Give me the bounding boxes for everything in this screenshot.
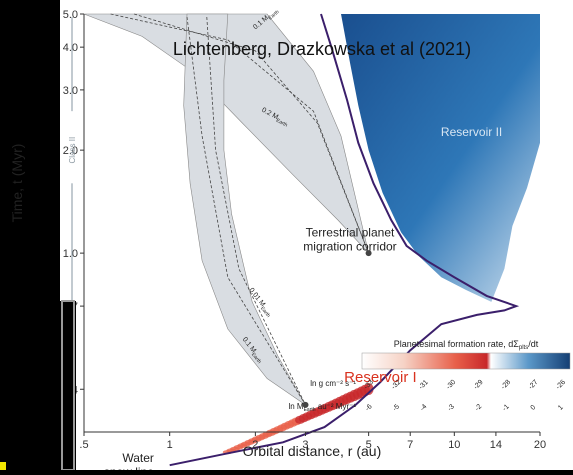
x-tick-label: 10 [448, 439, 460, 451]
mass-track-line [186, 16, 306, 406]
colorbar-row1-label: ln g cm⁻² s⁻¹ [310, 379, 356, 388]
snow-line [169, 13, 520, 467]
y-tick-label: 5.0 [63, 9, 78, 21]
reservoir-2-area [341, 14, 540, 302]
corridor-label-line2: migration corridor [303, 239, 396, 253]
corridor-end-point [365, 250, 372, 257]
y-tick-label: 3.0 [63, 85, 78, 97]
y-axis-label: Time, t (Myr) [9, 144, 25, 223]
colorbar-row2-tail: au⁻² Myr⁻¹ [316, 402, 357, 411]
mass-track-line [206, 16, 306, 406]
y-tick-label: 1.0 [63, 248, 78, 260]
x-tick-label: 14 [490, 439, 502, 451]
chart-title: Lichtenberg, Drazkowska et al (2021) [173, 39, 471, 59]
colorbar-title-subscript: plts [519, 345, 528, 351]
x-tick-label: .5 [79, 439, 88, 451]
x-tick-label: 3 [302, 439, 308, 451]
colorbar-row2-tick: -1 [501, 403, 510, 412]
x-tick-label: 2 [252, 439, 258, 451]
colorbar-row2-tick: -4 [419, 403, 428, 412]
x-tick-label: 7 [407, 439, 413, 451]
colorbar-row2-sub: Earth [304, 407, 316, 413]
x-axis-label: Orbital distance, r (au) [243, 443, 382, 459]
overlay-panel [0, 301, 76, 470]
reservoir-1-band-mark [363, 383, 374, 395]
colorbar-row2-tick: 1 [557, 404, 565, 412]
x-tick-label: 20 [534, 439, 546, 451]
x-tick-label: 1 [167, 439, 173, 451]
colorbar-row2-tick: -6 [364, 403, 373, 412]
colorbar-row2-tick: -3 [447, 403, 456, 412]
migration-corridor-upper [83, 13, 370, 255]
colorbar-title-tail: /dt [528, 339, 539, 349]
colorbar-row2-tick: 0 [530, 404, 538, 412]
corridor-end-point [302, 401, 309, 408]
y-tick-label: 2.0 [63, 145, 78, 157]
class-2-label: Class II [68, 137, 77, 164]
reservoir-2-label: Reservoir II [441, 125, 502, 139]
mass-track-line [133, 13, 369, 254]
x-tick-label: 5 [366, 439, 372, 451]
colorbar [361, 352, 571, 370]
corridor-label-line1: Terrestrial planet [306, 225, 395, 239]
snow-line-label-line1: Water [122, 451, 154, 465]
colorbar-row2-tick: -5 [392, 403, 401, 412]
migration-corridor-lower [183, 13, 306, 406]
snow-line-label-line2: snow line [104, 465, 154, 470]
mass-label-subscript: Earth [275, 118, 289, 129]
colorbar-row2-tick: -2 [474, 403, 483, 412]
yellow-marker [0, 462, 6, 470]
colorbar-row2-label: ln MEarth au⁻² Myr⁻¹ [288, 402, 356, 413]
reservoir-1-label: Reservoir I [344, 369, 417, 386]
colorbar-title: Planetesimal formation rate, dΣplts/dt [394, 339, 539, 351]
y-tick-label: 4.0 [63, 42, 78, 54]
